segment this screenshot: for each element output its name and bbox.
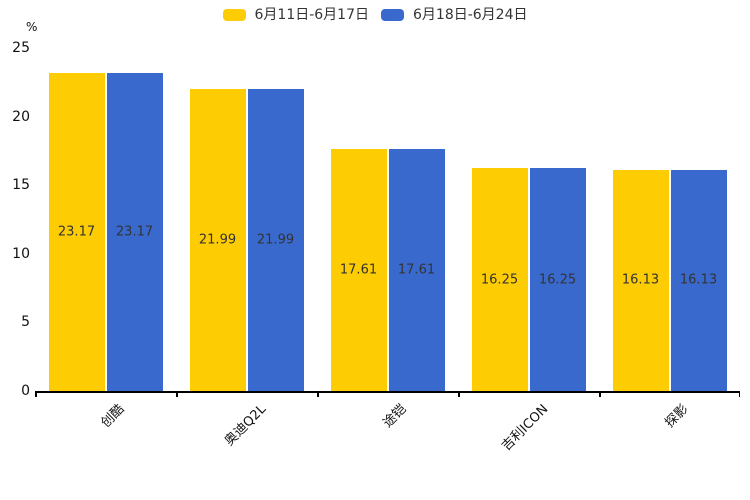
x-axis-tick: [738, 393, 740, 397]
legend-swatch-icon: [381, 9, 404, 21]
y-axis-unit-label: %: [26, 20, 38, 34]
bar-value-label: 16.25: [480, 272, 519, 288]
bar-探影-series-2: [670, 169, 727, 391]
legend-swatch-icon: [222, 9, 246, 21]
x-category-label: 途铠: [380, 401, 410, 431]
legend: 6月11日-6月17日 6月18日-6月24日: [0, 6, 750, 24]
y-tick-label: 15: [12, 177, 30, 194]
bar-value-label: 23.17: [57, 224, 96, 240]
x-axis-tick: [458, 393, 460, 397]
x-category-label: 创酷: [98, 401, 128, 431]
bar-途铠-series-1: [330, 149, 387, 391]
bar-value-label: 21.99: [256, 232, 295, 248]
x-axis-tick: [176, 393, 178, 397]
bar-value-label: 17.61: [397, 262, 436, 278]
x-axis-tick: [599, 393, 601, 397]
x-axis-tick: [35, 393, 37, 397]
y-tick-label: 20: [12, 108, 30, 125]
legend-item-series-2[interactable]: 6月18日-6月24日: [381, 6, 528, 24]
bar-途铠-series-2: [388, 149, 445, 391]
bar-奥迪Q2L-series-2: [247, 89, 304, 391]
bar-value-label: 16.13: [621, 272, 660, 288]
bar-创酷-series-1: [48, 73, 105, 391]
y-tick-label: 0: [21, 383, 30, 399]
x-category-label: 探影: [662, 401, 692, 431]
legend-item-label: 6月18日-6月24日: [413, 7, 528, 23]
bar-吉利ICON-series-1: [471, 168, 528, 391]
bar-value-label: 16.25: [538, 272, 577, 288]
bar-探影-series-1: [612, 169, 669, 391]
y-tick-label: 5: [21, 314, 30, 331]
bar-吉利ICON-series-2: [529, 168, 586, 391]
x-category-label: 吉利ICON: [498, 401, 551, 455]
y-tick-label: 25: [12, 40, 30, 56]
y-tick-label: 10: [12, 245, 30, 262]
x-category-label: 奥迪Q2L: [221, 401, 269, 450]
bar-value-label: 21.99: [198, 232, 237, 248]
bar-value-label: 23.17: [115, 224, 154, 240]
legend-item-series-1[interactable]: 6月11日-6月17日: [222, 6, 370, 24]
bar-value-label: 17.61: [339, 262, 378, 278]
bar-创酷-series-2: [106, 73, 163, 391]
x-axis-tick: [317, 393, 319, 397]
x-axis-line: [35, 391, 740, 393]
bar-value-label: 16.13: [679, 272, 718, 288]
legend-item-label: 6月11日-6月17日: [254, 7, 370, 23]
bar-奥迪Q2L-series-1: [189, 89, 246, 391]
